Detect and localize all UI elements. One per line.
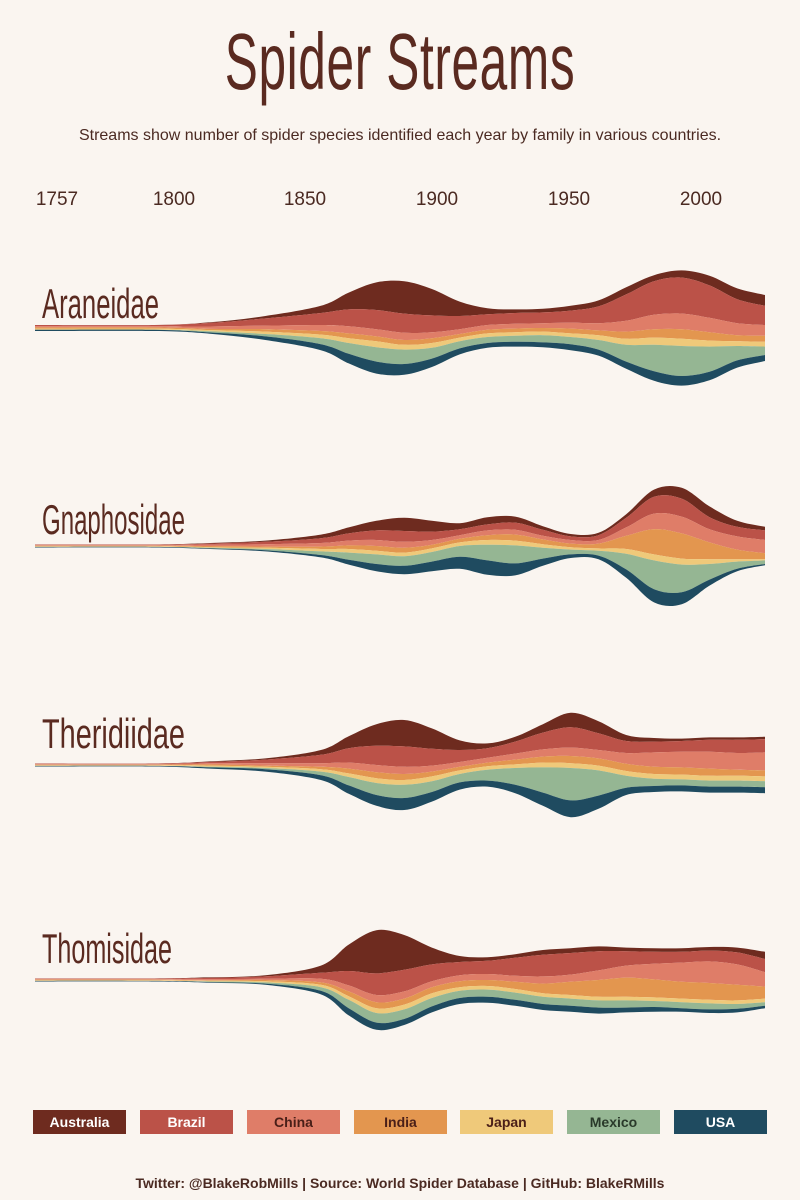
x-tick-label: 1900 (415, 189, 459, 210)
stream-layer-mexico (35, 765, 765, 801)
legend: Australia Brazil China India Japan Mexic… (33, 1110, 767, 1134)
legend-item-india: India (354, 1110, 447, 1134)
stream-layer-india (35, 529, 765, 560)
stream-layer-india (35, 327, 765, 345)
legend-item-usa: USA (674, 1110, 767, 1134)
legend-item-brazil: Brazil (140, 1110, 233, 1134)
stream-layer-brazil (35, 950, 765, 996)
stream-layer-india (35, 755, 765, 781)
stream-thomisidae (35, 929, 765, 1031)
stream-layer-china (35, 512, 765, 554)
stream-layer-japan (35, 762, 765, 785)
family-label-araneidae: Araneidae (42, 280, 159, 327)
stream-layer-australia (35, 270, 765, 326)
legend-item-australia: Australia (33, 1110, 126, 1134)
x-tick-label: 1850 (283, 189, 327, 210)
stream-layer-mexico (35, 329, 765, 377)
stream-layer-mexico (35, 980, 765, 1024)
x-tick-label: 1757 (35, 189, 79, 210)
stream-gnaphosidae (35, 485, 765, 607)
x-tick-label: 2000 (679, 189, 723, 210)
stream-layer-usa (35, 329, 765, 386)
family-label-thomisidae: Thomisidae (42, 925, 172, 972)
family-label-gnaphosidae: Gnaphosidae (42, 496, 185, 543)
stream-araneidae (35, 270, 765, 386)
family-label-theridiidae: Theridiidae (42, 710, 185, 757)
x-tick-label: 1800 (152, 189, 196, 210)
stream-layer-china (35, 313, 765, 341)
stream-layer-india (35, 977, 765, 1009)
x-tick-label: 1950 (547, 189, 591, 210)
stream-layer-usa (35, 980, 765, 1031)
stream-layer-australia (35, 712, 765, 764)
stream-theridiidae (35, 712, 765, 818)
legend-item-japan: Japan (460, 1110, 553, 1134)
stream-layer-brazil (35, 277, 765, 334)
stream-layer-usa (35, 765, 765, 818)
stream-layer-japan (35, 980, 765, 1014)
stream-layer-brazil (35, 727, 765, 767)
stream-layer-brazil (35, 495, 765, 546)
stream-layer-mexico (35, 544, 765, 593)
legend-item-mexico: Mexico (567, 1110, 660, 1134)
stream-layer-japan (35, 328, 765, 350)
stream-layer-china (35, 961, 765, 1003)
stream-layer-japan (35, 539, 765, 565)
stream-layer-china (35, 747, 765, 775)
legend-item-china: China (247, 1110, 340, 1134)
chart-title: Spider Streams (224, 17, 576, 106)
chart-subtitle: Streams show number of spider species id… (78, 127, 722, 144)
footer-credits: Twitter: @BlakeRobMills | Source: World … (135, 1175, 665, 1191)
stream-layer-australia (35, 929, 765, 979)
